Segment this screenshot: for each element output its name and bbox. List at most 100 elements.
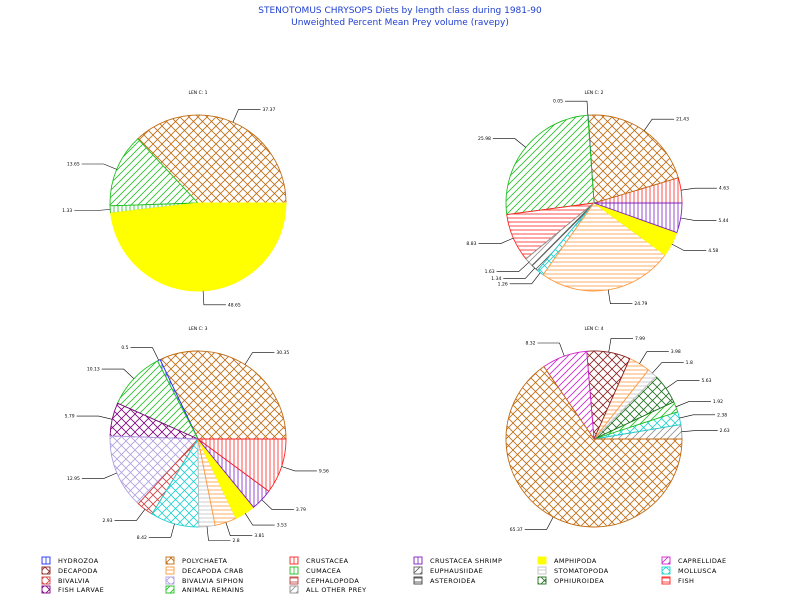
legend-label: CRUSTACEA — [306, 557, 349, 565]
slice-value-label: 1.33 — [62, 208, 72, 214]
slice-value-label: 1.8 — [686, 360, 693, 366]
slice-value-label: 2.38 — [717, 412, 727, 418]
slice-value-label: 30.35 — [276, 350, 289, 356]
slice-value-label: 3.81 — [254, 533, 264, 539]
legend-swatch — [537, 566, 547, 575]
leader-line — [671, 243, 707, 251]
legend-label: POLYCHAETA — [182, 557, 227, 565]
legend-label: BIVALVIA — [58, 577, 90, 585]
pie-title: LEN C: 1 — [188, 90, 207, 96]
slice-value-label: 2.93 — [102, 518, 112, 524]
leader-line — [130, 347, 159, 361]
legend-item-hydrozoa: HYDROZOA — [41, 556, 98, 565]
legend-swatch — [289, 556, 299, 565]
legend-label: OPHIUROIDEA — [554, 577, 604, 585]
legend-swatch — [537, 576, 547, 585]
slice-value-label: 5.44 — [719, 218, 729, 224]
leader-line — [652, 362, 684, 374]
chart-subtitle: Unweighted Percent Mean Prey volume (rav… — [291, 18, 509, 28]
legend-label: CRUSTACEA SHRIMP — [430, 557, 502, 565]
legend-item-cephalopoda: CEPHALOPODA — [289, 576, 359, 585]
legend-item-fish-larvae: FISH LARVAE — [41, 585, 104, 594]
slice-value-label: 5.63 — [701, 378, 711, 384]
pie-slice-polychaeta — [137, 114, 287, 204]
leader-line — [492, 138, 526, 148]
legend-swatch — [289, 576, 299, 585]
legend-swatch — [289, 566, 299, 575]
leader-line — [608, 338, 633, 353]
legend-item-bivalvia: BIVALVIA — [41, 576, 90, 585]
pie-slice-amphipoda — [110, 202, 287, 292]
legend-item-ophiuroidea: OPHIUROIDEA — [537, 576, 604, 585]
slice-value-label: 9.56 — [319, 468, 329, 474]
pie-slice-polychaeta — [159, 350, 287, 440]
leader-line — [81, 163, 117, 170]
pie-title: LEN C: 2 — [584, 90, 603, 96]
slice-value-label: 2.63 — [720, 428, 730, 434]
legend-label: FISH — [678, 577, 694, 585]
slice-value-label: 2.8 — [232, 538, 239, 544]
leader-line — [675, 401, 711, 408]
legend-label: ANIMAL REMAINS — [182, 586, 244, 594]
legend: HYDROZOA POLYCHAETA CRUSTACEA CRUSTACEA SHR… — [41, 556, 727, 594]
pie-slice-crustacea — [196, 438, 287, 492]
leader-line — [281, 466, 317, 472]
leader-line — [537, 342, 565, 357]
legend-item-crustacea-shrimp: CRUSTACEA SHRIMP — [413, 556, 502, 565]
slice-value-label: 65.37 — [510, 527, 523, 533]
slice-value-label: 3.79 — [296, 507, 306, 513]
legend-label: AMPHIPODA — [554, 557, 597, 565]
legend-item-crustacea: CRUSTACEA — [289, 556, 349, 565]
legend-swatch — [413, 566, 423, 575]
leader-line — [681, 430, 718, 432]
slice-value-label: 3.53 — [277, 523, 287, 529]
leader-line — [681, 187, 717, 191]
leader-line — [202, 290, 226, 306]
leader-line — [639, 351, 669, 364]
leader-line — [665, 380, 700, 389]
legend-swatch — [165, 585, 175, 594]
pie-1: LEN C: 1 37.37 13.65 1.33 48.65 — [62, 90, 287, 308]
slice-value-label: 1.26 — [498, 281, 508, 287]
legend-label: FISH LARVAE — [58, 586, 104, 594]
legend-item-decapoda: DECAPODA — [41, 566, 97, 575]
legend-swatch — [413, 556, 423, 565]
leader-line — [509, 272, 541, 285]
leader-line — [643, 118, 675, 131]
leader-line — [76, 415, 113, 420]
slice-value-label: 13.65 — [67, 162, 80, 168]
slice-value-label: 48.65 — [228, 302, 241, 308]
legend-swatch — [165, 576, 175, 585]
leader-line — [680, 217, 717, 221]
leader-line — [478, 237, 514, 244]
leader-line — [503, 267, 536, 279]
leader-line — [565, 100, 589, 116]
pie-slice-bivalvia-siphon — [109, 435, 199, 505]
pie-slice-polychaeta — [505, 366, 683, 528]
legend-label: CAPRELLIDAE — [678, 557, 727, 565]
legend-swatch — [661, 556, 671, 565]
leader-line — [244, 352, 275, 365]
legend-item-animal-remains: ANIMAL REMAINS — [165, 585, 244, 594]
slice-value-label: 21.43 — [676, 117, 689, 123]
legend-label: ALL OTHER PREY — [306, 586, 367, 594]
legend-item-all-other-prey: ALL OTHER PREY — [289, 585, 367, 594]
legend-item-bivalvia-siphon: BIVALVIA SIPHON — [165, 576, 243, 585]
legend-item-caprellidae: CAPRELLIDAE — [661, 556, 727, 565]
leader-line — [261, 499, 294, 510]
slice-value-label: 10.13 — [87, 367, 100, 373]
slice-value-label: 1.34 — [491, 276, 501, 282]
slice-value-label: 8.42 — [137, 535, 147, 541]
legend-label: DECAPODA CRAB — [182, 567, 243, 575]
leader-line — [244, 513, 275, 526]
leader-line — [114, 509, 146, 521]
slice-value-label: 25.98 — [478, 136, 491, 142]
pie-group: LEN C: 1 37.37 13.65 1.33 48.65 LEN C: 2 4.63 2… — [62, 90, 730, 544]
leader-line — [225, 522, 253, 537]
legend-item-euphausiidae: EUPHAUSIIDAE — [413, 566, 483, 575]
legend-swatch — [41, 566, 51, 575]
pie-4: LEN C: 4 2.63 2.38 1.92 5.63 1.8 3.98 7.99 8.32 6… — [505, 326, 730, 533]
leader-line — [101, 368, 135, 379]
legend-label: CEPHALOPODA — [306, 577, 359, 585]
legend-swatch — [413, 576, 423, 585]
